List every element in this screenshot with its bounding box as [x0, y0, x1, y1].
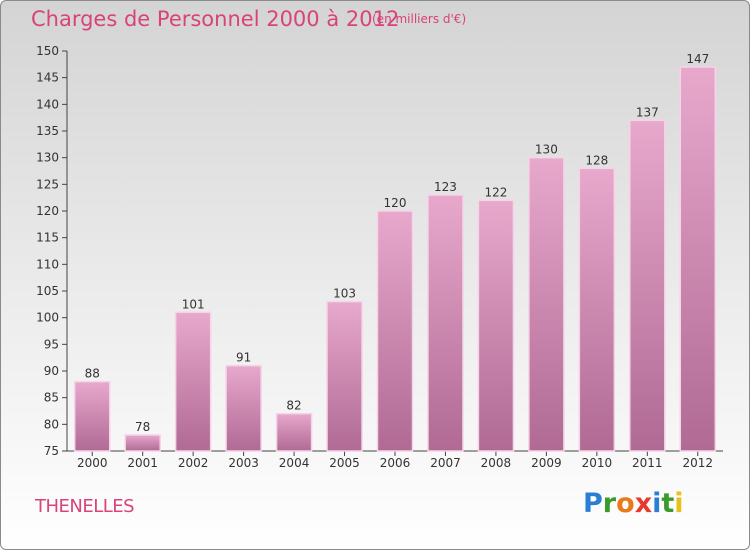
logo-letter: i [674, 488, 684, 519]
x-tick-label: 2004 [279, 456, 310, 470]
chart-axes: 75 80 85 90 95 100 105 110 115 120 125 130 135 140 145… [36, 44, 723, 470]
bar [578, 167, 616, 452]
y-tick-label: 145 [36, 71, 59, 85]
bar-value-label: 123 [434, 180, 457, 194]
x-tick-label: 2006 [380, 456, 411, 470]
bar-value-label: 88 [85, 367, 100, 381]
bar [528, 156, 565, 452]
y-tick-label: 120 [36, 204, 59, 218]
y-tick-label: 75 [44, 444, 59, 458]
y-tick-label: 140 [36, 97, 59, 111]
x-tick-label: 2011 [632, 456, 663, 470]
bar-value-label: 101 [182, 297, 205, 311]
bar-value-label: 147 [686, 52, 709, 66]
bar-value-label: 78 [135, 420, 150, 434]
y-tick-label: 130 [36, 151, 59, 165]
bar [275, 412, 313, 452]
bar [376, 210, 414, 452]
bar-value-label: 122 [484, 185, 507, 199]
commune-name: THENELLES [35, 496, 135, 517]
bar [477, 199, 515, 452]
logo-letter: x [634, 488, 653, 519]
x-tick-label: 2003 [228, 456, 259, 470]
chart-bars: 88 78 101 91 82 103 120 123 122 130 128 137 147 [73, 52, 717, 452]
logo-letter: t [661, 488, 675, 519]
y-tick-label: 85 [44, 391, 59, 405]
y-tick-label: 100 [36, 311, 59, 325]
y-tick-label: 110 [36, 257, 59, 271]
bar-value-label: 128 [585, 153, 608, 167]
chart-subtitle: (en milliers d'€) [372, 12, 467, 26]
bar [679, 66, 717, 452]
y-tick-label: 125 [36, 177, 59, 191]
bar-value-label: 120 [384, 196, 407, 210]
y-tick-label: 115 [36, 231, 59, 245]
x-tick-label: 2008 [481, 456, 512, 470]
bar [174, 311, 212, 452]
bar [73, 380, 111, 452]
x-tick-label: 2009 [531, 456, 562, 470]
bar [326, 300, 363, 452]
bar [225, 364, 262, 452]
x-tick-label: 2002 [178, 456, 209, 470]
y-tick-label: 95 [44, 337, 59, 351]
x-tick-label: 2012 [682, 456, 713, 470]
bar [124, 434, 161, 452]
bar-value-label: 130 [535, 143, 558, 157]
y-tick-label: 105 [36, 284, 59, 298]
logo-letter: r [602, 488, 617, 519]
proxiti-logo[interactable]: Proxiti [583, 488, 684, 519]
logo-letter: o [616, 488, 635, 519]
bar-value-label: 82 [286, 399, 301, 413]
x-tick-label: 2001 [127, 456, 158, 470]
bar-value-label: 103 [333, 287, 356, 301]
bar [629, 119, 666, 452]
logo-letter: P [583, 488, 603, 519]
x-tick-label: 2007 [430, 456, 461, 470]
chart-title: Charges de Personnel 2000 à 2012 [31, 7, 400, 31]
x-tick-label: 2000 [77, 456, 108, 470]
bar [427, 194, 464, 452]
logo-letter: i [652, 488, 662, 519]
y-tick-label: 135 [36, 124, 59, 138]
bar-value-label: 137 [636, 105, 659, 119]
x-tick-label: 2005 [329, 456, 360, 470]
bar-value-label: 91 [236, 351, 251, 365]
y-tick-label: 90 [44, 364, 59, 378]
y-tick-label: 80 [44, 417, 59, 431]
y-tick-label: 150 [36, 44, 59, 58]
x-tick-label: 2010 [582, 456, 613, 470]
